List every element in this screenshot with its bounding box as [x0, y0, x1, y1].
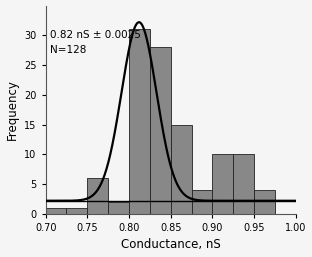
Bar [66, 208, 87, 214]
Text: 0.82 nS ± 0.0025: 0.82 nS ± 0.0025 [50, 30, 141, 40]
Bar [108, 202, 129, 214]
Y-axis label: Frequency: Frequency [6, 79, 18, 140]
Bar [87, 178, 108, 214]
Bar [129, 29, 150, 214]
Bar [212, 154, 233, 214]
Bar [150, 47, 171, 214]
Bar [171, 125, 192, 214]
Bar [254, 190, 275, 214]
X-axis label: Conductance, nS: Conductance, nS [121, 238, 221, 251]
Bar [46, 208, 66, 214]
Bar [192, 190, 212, 214]
Bar [233, 154, 254, 214]
Text: N=128: N=128 [50, 45, 86, 55]
